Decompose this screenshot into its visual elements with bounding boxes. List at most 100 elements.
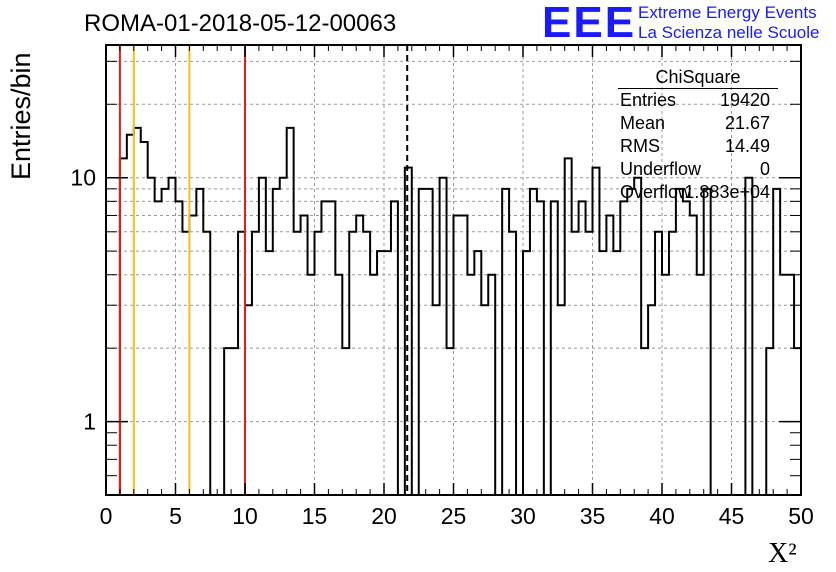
- histogram-bin: [481, 305, 488, 495]
- histogram-bin: [301, 215, 308, 495]
- histogram-bin: [697, 275, 704, 495]
- x-tick-label: 40: [649, 503, 675, 529]
- histogram-bin: [780, 275, 787, 495]
- histogram-bin: [440, 178, 447, 495]
- histogram-bin: [426, 189, 433, 495]
- histogram-bin: [787, 275, 794, 495]
- x-tick-label: 10: [232, 503, 258, 529]
- stats-value: 0: [759, 159, 770, 179]
- stats-value: 14.49: [724, 136, 770, 156]
- x-tick-label: 50: [788, 503, 814, 529]
- histogram-bin: [238, 232, 245, 495]
- histogram-bin: [162, 189, 169, 495]
- stats-row-entries: Entries 19420: [612, 89, 782, 112]
- y-axis-label: Entries/bin: [6, 52, 36, 180]
- stats-key: Underflow: [620, 159, 702, 179]
- histogram-bin: [120, 158, 127, 495]
- histogram-bin: [315, 232, 322, 495]
- stats-row-mean: Mean 21.67: [612, 112, 782, 135]
- histogram-bin: [273, 189, 280, 495]
- histogram-bin: [141, 142, 148, 495]
- histogram-bin: [454, 215, 461, 495]
- stats-row-underflow: Underflow 0: [612, 158, 782, 181]
- eee-logo: EEE: [542, 0, 637, 47]
- stats-row-rms: RMS 14.49: [612, 135, 782, 158]
- histogram-bin: [523, 251, 530, 495]
- histogram-bin: [460, 215, 467, 495]
- histogram-bin: [377, 251, 384, 495]
- histogram-bin: [773, 189, 780, 495]
- histogram-bin: [405, 168, 412, 495]
- x-tick-label: 15: [302, 503, 328, 529]
- histogram-bin: [196, 189, 203, 495]
- stats-title: ChiSquare: [618, 66, 778, 89]
- histogram-bin: [572, 232, 579, 495]
- x-tick-label: 25: [441, 503, 467, 529]
- histogram-bin: [384, 251, 391, 495]
- stats-value: 21.67: [724, 113, 770, 133]
- stats-value: 1.883e+04: [684, 182, 770, 202]
- histogram-bin: [606, 215, 613, 495]
- histogram-bin: [349, 232, 356, 495]
- histogram-bin: [704, 189, 711, 495]
- histogram-bin: [599, 251, 606, 495]
- x-tick-label: 30: [510, 503, 536, 529]
- histogram-bin: [134, 128, 141, 495]
- histogram-bin: [669, 232, 676, 495]
- histogram-bin: [363, 232, 370, 495]
- logo-text-line2: La Scienza nelle Scuole: [638, 23, 820, 42]
- stats-key: RMS: [620, 136, 660, 156]
- histogram-bin: [627, 189, 634, 495]
- stats-row-overflow: Overflow 1.883e+04: [612, 181, 782, 204]
- y-tick-label: 1: [83, 409, 96, 435]
- histogram-bin: [245, 305, 252, 495]
- x-tick-label: 5: [169, 503, 182, 529]
- stats-key: Overflow: [620, 182, 692, 202]
- histogram-bin: [502, 189, 509, 495]
- stats-value: 19420: [719, 90, 770, 110]
- histogram-bin: [745, 178, 752, 495]
- histogram-bin: [182, 232, 189, 495]
- histogram-bin: [467, 275, 474, 495]
- x-axis-label: X²: [768, 538, 797, 569]
- histogram-bin: [593, 168, 600, 495]
- stats-key: Entries: [620, 90, 677, 110]
- stats-box: ChiSquare Entries 19420 Mean 21.67 RMS 1…: [612, 66, 782, 204]
- histogram-bin: [474, 251, 481, 495]
- histogram-bin: [488, 275, 495, 495]
- histogram-bin: [634, 178, 641, 495]
- histogram-bin: [356, 215, 363, 495]
- histogram-bin: [565, 158, 572, 495]
- histogram-bin: [676, 189, 683, 495]
- x-tick-label: 0: [100, 503, 113, 529]
- x-tick-label: 20: [371, 503, 397, 529]
- histogram-bin: [287, 128, 294, 495]
- histogram-bin: [662, 275, 669, 495]
- x-tick-label: 35: [580, 503, 606, 529]
- histogram-bin: [690, 215, 697, 495]
- y-tick-label: 10: [70, 165, 96, 191]
- histogram-bin: [586, 232, 593, 495]
- histogram-bin: [433, 305, 440, 495]
- histogram-bin: [259, 178, 266, 495]
- histogram-bin: [148, 178, 155, 495]
- chart-title: ROMA-01-2018-05-12-00063: [84, 10, 397, 37]
- histogram-bin: [294, 232, 301, 495]
- histogram-bin: [558, 305, 565, 495]
- histogram-bin: [509, 232, 516, 495]
- histogram-bin: [335, 275, 342, 495]
- histogram-bin: [266, 251, 273, 495]
- histogram-bin: [613, 251, 620, 495]
- histogram-bin: [655, 232, 662, 495]
- histogram-bin: [419, 189, 426, 495]
- histogram-bin: [252, 232, 259, 495]
- histogram-bin: [530, 189, 537, 495]
- histogram-bin: [203, 232, 210, 495]
- histogram-bin: [280, 178, 287, 495]
- histogram-bin: [648, 305, 655, 495]
- logo-text-line1: Extreme Energy Events: [638, 3, 817, 22]
- stats-key: Mean: [620, 113, 666, 133]
- histogram-bin: [308, 275, 315, 495]
- x-tick-label: 45: [719, 503, 745, 529]
